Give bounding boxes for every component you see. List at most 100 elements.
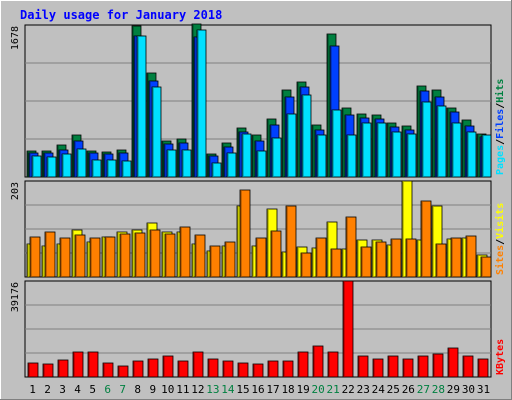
bar-pages-day-13 [211, 162, 222, 178]
bar-body [239, 189, 251, 278]
bar-kbytes-day-31 [477, 358, 489, 378]
bar-body [267, 360, 279, 378]
bar-body [357, 355, 369, 378]
bar-pages-day-26 [406, 133, 417, 178]
x-tick-label-day-5: 5 [89, 383, 96, 396]
x-tick-label-day-31: 31 [477, 383, 490, 396]
bar-body [417, 355, 429, 378]
bar-body [481, 134, 492, 178]
bar-body [465, 235, 477, 278]
bar-sites-day-21 [330, 248, 342, 278]
x-tick-label-day-23: 23 [357, 383, 370, 396]
bar-sites-day-7 [119, 233, 131, 278]
bar-body [315, 237, 327, 278]
bar-sites-day-16 [255, 237, 267, 278]
bar-body [271, 137, 282, 178]
bar-kbytes-day-5 [87, 351, 99, 378]
bar-body [241, 133, 252, 178]
y-max-label: 1678 [10, 26, 21, 50]
bar-body [226, 152, 237, 178]
bar-body [31, 155, 42, 178]
bar-kbytes-day-16 [252, 363, 264, 378]
bar-pages-day-1 [31, 155, 42, 178]
bar-kbytes-day-2 [42, 363, 54, 378]
legend-entry: Hits [494, 79, 506, 103]
bar-body [29, 236, 41, 278]
bar-body [104, 236, 116, 278]
bar-sites-day-19 [300, 252, 312, 278]
legend-entry: KBytes [495, 339, 506, 375]
bar-sites-day-24 [375, 241, 387, 278]
bar-body [435, 243, 447, 278]
bar-body [222, 360, 234, 378]
bar-sites-day-14 [224, 241, 236, 278]
bar-body [207, 358, 219, 378]
bar-sites-day-4 [74, 234, 86, 278]
x-tick-label-day-28: 28 [432, 383, 445, 396]
x-tick-label-day-29: 29 [447, 383, 460, 396]
bar-body [301, 94, 312, 178]
bar-pages-day-11 [181, 149, 192, 178]
bar-kbytes-day-21 [327, 351, 339, 378]
bar-body [72, 351, 84, 378]
bar-body [402, 358, 414, 378]
panel-visits-sites: 203 Sites/Visits [10, 180, 506, 278]
bar-kbytes-day-15 [237, 362, 249, 378]
bar-body [372, 358, 384, 378]
bar-body [331, 109, 342, 178]
x-tick-label-day-21: 21 [327, 383, 340, 396]
x-tick-label-day-3: 3 [59, 383, 66, 396]
bar-body [164, 233, 176, 278]
x-tick-label-day-22: 22 [342, 383, 355, 396]
bar-sites-day-5 [89, 237, 101, 278]
y-max-label: 203 [10, 182, 21, 200]
bar-pages-day-29 [451, 122, 462, 178]
bar-sites-day-9 [149, 229, 161, 278]
bar-sites-day-25 [390, 238, 402, 278]
x-tick-label-day-16: 16 [251, 383, 264, 396]
bar-pages-day-7 [121, 160, 132, 178]
bar-body [134, 232, 146, 278]
bar-pages-day-21 [331, 109, 342, 178]
bar-sites-day-2 [44, 231, 56, 278]
bar-body [375, 241, 387, 278]
panel-legend: KBytes [495, 339, 506, 375]
bar-kbytes-day-29 [447, 347, 459, 378]
x-tick-label-day-1: 1 [29, 383, 36, 396]
bar-body [194, 234, 206, 278]
bar-kbytes-day-18 [282, 360, 294, 378]
bar-body [346, 134, 357, 178]
bar-body [117, 365, 129, 378]
y-max-label: 39176 [10, 282, 21, 312]
bar-body [420, 200, 432, 278]
bar-body [447, 347, 459, 378]
bar-sites-day-17 [270, 230, 282, 278]
bar-kbytes-day-14 [222, 360, 234, 378]
bar-body [256, 150, 267, 178]
bar-body [166, 149, 177, 178]
bar-kbytes-day-26 [402, 358, 414, 378]
x-tick-label-day-10: 10 [161, 383, 174, 396]
bar-kbytes-day-23 [357, 355, 369, 378]
bar-sites-day-23 [360, 246, 372, 278]
bar-body [297, 351, 309, 378]
bar-sites-day-12 [194, 234, 206, 278]
bar-body [360, 246, 372, 278]
x-tick-label-day-7: 7 [119, 383, 126, 396]
bar-body [462, 355, 474, 378]
bar-body [387, 355, 399, 378]
bar-sites-day-27 [420, 200, 432, 278]
x-tick-label-day-13: 13 [206, 383, 219, 396]
legend-entry: Visits [494, 203, 506, 239]
bar-body [136, 35, 147, 178]
bar-body [421, 101, 432, 178]
bar-body [74, 234, 86, 278]
bar-kbytes-day-25 [387, 355, 399, 378]
bar-body [252, 363, 264, 378]
x-tick-label-day-19: 19 [296, 383, 309, 396]
x-tick-label-day-9: 9 [149, 383, 156, 396]
